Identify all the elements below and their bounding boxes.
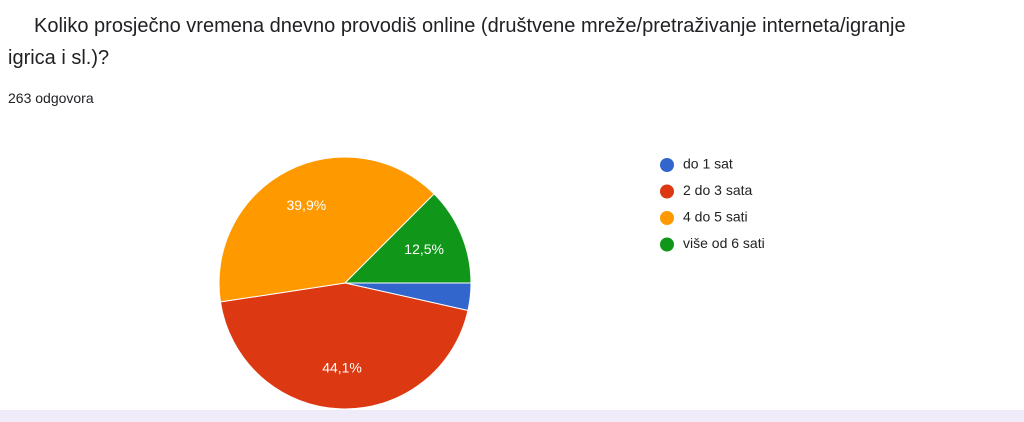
footer-strip bbox=[0, 410, 1024, 422]
legend-swatch bbox=[660, 237, 674, 252]
legend-label: 2 do 3 sata bbox=[683, 182, 752, 198]
pie-slice bbox=[218, 156, 435, 303]
legend-swatch bbox=[660, 211, 674, 225]
pie-slice bbox=[219, 282, 469, 410]
question-title: Koliko prosječno vremena dnevno provodiš… bbox=[8, 15, 906, 69]
legend-label: do 1 sat bbox=[683, 156, 733, 172]
slice-label: 12,5% bbox=[404, 241, 444, 257]
slice-label: 39,9% bbox=[286, 197, 326, 213]
pie-slice bbox=[343, 193, 472, 284]
response-count: 263 odgovora bbox=[8, 90, 94, 106]
legend-swatch bbox=[660, 184, 674, 199]
legend-label: više od 6 sati bbox=[683, 235, 765, 251]
chart: 44,1% 39,9% 12,5% do 1 sat 2 do 3 sata 4 do 5… bbox=[218, 156, 765, 410]
legend-swatch bbox=[660, 158, 674, 172]
slice-label: 44,1% bbox=[322, 359, 362, 375]
legend-label: 4 do 5 sati bbox=[683, 209, 748, 225]
